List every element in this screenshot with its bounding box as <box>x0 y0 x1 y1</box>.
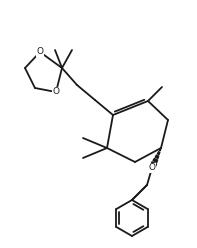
Polygon shape <box>157 152 160 155</box>
Text: O: O <box>36 48 44 57</box>
Text: O: O <box>149 163 155 173</box>
Polygon shape <box>153 158 158 162</box>
Text: O: O <box>52 88 59 96</box>
Polygon shape <box>151 162 156 166</box>
Polygon shape <box>160 148 161 151</box>
Polygon shape <box>155 155 159 158</box>
